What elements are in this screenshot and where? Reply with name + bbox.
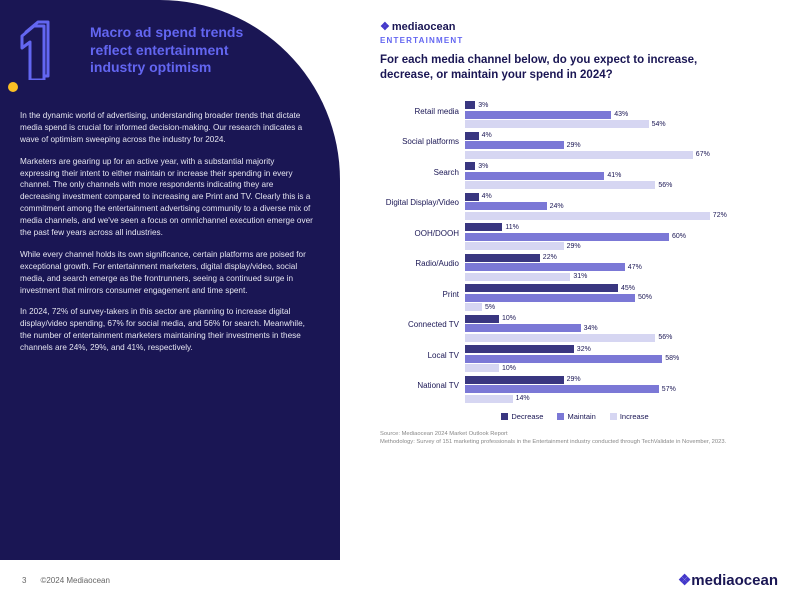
bar-increase: 67% [465,150,750,159]
row-bars: 11%60%29% [465,223,750,252]
page-footer: 3 ©2024 Mediaocean ❖mediaocean [0,560,800,600]
swatch-increase [610,413,617,420]
row-label: Digital Display/Video [380,192,465,207]
row-bars: 32%58%10% [465,345,750,374]
page-number: 3 [22,576,26,585]
paragraph: In 2024, 72% of survey-takers in this se… [20,306,315,354]
chart-row: Connected TV10%34%56% [380,314,750,343]
bar-increase: 10% [465,364,750,373]
bar-maintain: 41% [465,171,750,180]
chart-question: For each media channel below, do you exp… [380,53,750,83]
chart-row: Social platforms4%29%67% [380,131,750,160]
bar-decrease: 10% [465,314,750,323]
bar-decrease: 3% [465,162,750,171]
copyright: ©2024 Mediaocean [40,576,110,585]
bar-decrease: 45% [465,284,750,293]
chart-source: Source: Mediaocean 2024 Market Outlook R… [380,431,770,447]
bar-maintain: 34% [465,324,750,333]
row-bars: 4%24%72% [465,192,750,221]
row-label: Radio/Audio [380,253,465,268]
bar-decrease: 3% [465,101,750,110]
bar-maintain: 43% [465,110,750,119]
chart-row: National TV29%57%14% [380,375,750,404]
row-bars: 29%57%14% [465,375,750,404]
row-bars: 10%34%56% [465,314,750,343]
row-label: Search [380,162,465,177]
droplet-icon: ❖ [380,21,390,33]
row-bars: 3%43%54% [465,101,750,130]
bar-increase: 29% [465,242,750,251]
legend-item-increase: Increase [610,412,649,421]
bar-decrease: 4% [465,131,750,140]
chart-row: Local TV32%58%10% [380,345,750,374]
swatch-maintain [557,413,564,420]
bar-decrease: 4% [465,192,750,201]
bar-increase: 14% [465,394,750,403]
bar-increase: 31% [465,272,750,281]
body-copy: In the dynamic world of advertising, und… [20,110,315,364]
bar-increase: 72% [465,211,750,220]
row-bars: 4%29%67% [465,131,750,160]
accent-dot [8,82,18,92]
brand-logo-footer: ❖mediaocean [678,571,778,589]
droplet-icon: ❖ [678,572,691,589]
chart-row: Retail media3%43%54% [380,101,750,130]
paragraph: While every channel holds its own signif… [20,249,315,297]
category-label: ENTERTAINMENT [380,36,770,45]
chart-row: Digital Display/Video4%24%72% [380,192,750,221]
left-panel: Macro ad spend trends reflect entertainm… [0,0,340,560]
legend-item-maintain: Maintain [557,412,595,421]
chart-row: Radio/Audio22%47%31% [380,253,750,282]
section-title: Macro ad spend trends reflect entertainm… [90,24,270,77]
paragraph: In the dynamic world of advertising, und… [20,110,315,146]
row-label: Social platforms [380,131,465,146]
bar-increase: 56% [465,333,750,342]
chart-row: Print45%50%5% [380,284,750,313]
row-label: OOH/DOOH [380,223,465,238]
row-label: Retail media [380,101,465,116]
row-bars: 22%47%31% [465,253,750,282]
chart-row: Search3%41%56% [380,162,750,191]
bar-decrease: 32% [465,345,750,354]
bar-maintain: 50% [465,293,750,302]
bar-increase: 56% [465,181,750,190]
row-label: Print [380,284,465,299]
bar-increase: 54% [465,120,750,129]
bar-maintain: 60% [465,232,750,241]
legend-item-decrease: Decrease [501,412,543,421]
bar-maintain: 24% [465,202,750,211]
number-one-graphic [18,18,60,80]
bar-chart: Retail media3%43%54%Social platforms4%29… [380,101,750,404]
bar-increase: 5% [465,303,750,312]
bar-decrease: 22% [465,253,750,262]
brand-logo-small: ❖mediaocean [380,20,770,33]
paragraph: Marketers are gearing up for an active y… [20,156,315,239]
row-label: Connected TV [380,314,465,329]
chart-legend: Decrease Maintain Increase [380,412,770,421]
bar-decrease: 29% [465,375,750,384]
chart-row: OOH/DOOH11%60%29% [380,223,750,252]
bar-maintain: 58% [465,354,750,363]
bar-decrease: 11% [465,223,750,232]
bar-maintain: 57% [465,385,750,394]
bar-maintain: 47% [465,263,750,272]
row-bars: 3%41%56% [465,162,750,191]
row-bars: 45%50%5% [465,284,750,313]
row-label: Local TV [380,345,465,360]
chart-panel: ❖mediaocean ENTERTAINMENT For each media… [380,20,770,447]
swatch-decrease [501,413,508,420]
bar-maintain: 29% [465,141,750,150]
row-label: National TV [380,375,465,390]
footer-left: 3 ©2024 Mediaocean [22,576,110,585]
